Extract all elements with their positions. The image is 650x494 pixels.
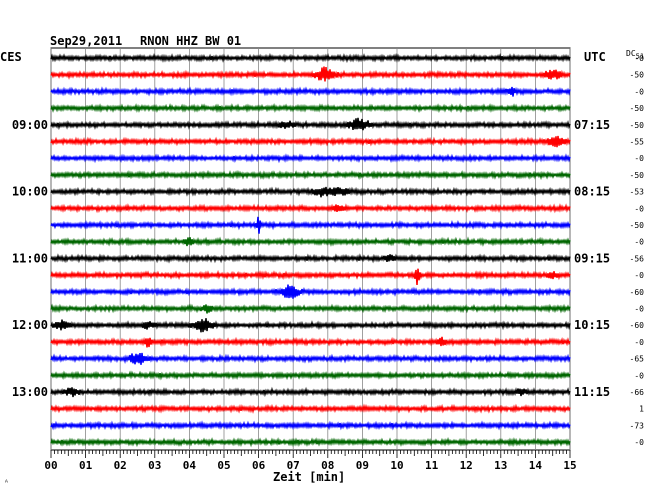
right-time-label-09:15: 09:15	[574, 251, 610, 265]
trace-1	[50, 66, 571, 82]
dc-offset-label-2: -0	[634, 87, 644, 96]
right-time-label-08:15: 08:15	[574, 185, 610, 199]
left-time-label-09:00: 09:00	[12, 118, 48, 132]
x-tick-label-06: 06	[252, 459, 266, 472]
dc-offset-label-5: -55	[630, 138, 645, 147]
trace-3	[50, 102, 571, 114]
right-time-label-11:15: 11:15	[574, 385, 610, 399]
dc-offset-label-3: -50	[630, 104, 645, 113]
trace-18	[50, 352, 571, 365]
left-time-label-11:00: 11:00	[12, 251, 48, 265]
date-label: Sep29,2011	[50, 34, 123, 48]
dc-label: DC51	[626, 49, 645, 61]
x-tick-label-08: 08	[321, 459, 334, 472]
trace-12	[50, 253, 571, 264]
dc-offset-label-12: -56	[630, 254, 645, 263]
dc-offset-label-23: -0	[634, 438, 644, 447]
dc-offset-label-7: -50	[630, 171, 645, 180]
x-tick-label-11: 11	[425, 459, 439, 472]
trace-23	[50, 437, 571, 448]
left-timezone-label: CES	[0, 50, 22, 64]
trace-2	[50, 86, 571, 97]
dc-offset-label-14: -60	[630, 288, 645, 297]
dc-offset-label-19: -0	[634, 371, 644, 380]
trace-4	[50, 117, 571, 131]
left-time-label-13:00: 13:00	[12, 385, 48, 399]
x-tick-label-09: 09	[356, 459, 369, 472]
trace-19	[50, 370, 571, 381]
dc-offset-label-4: -50	[630, 121, 645, 130]
trace-21	[50, 403, 571, 415]
x-tick-label-02: 02	[114, 459, 127, 472]
dc-offset-label-11: -0	[634, 238, 644, 247]
trace-5	[50, 135, 571, 148]
x-tick-label-15: 15	[563, 459, 576, 472]
dc-offset-label-17: -0	[634, 338, 644, 347]
trace-8	[50, 186, 571, 198]
x-tick-label-05: 05	[217, 459, 230, 472]
trace-9	[50, 203, 571, 214]
trace-11	[50, 236, 571, 247]
x-tick-label-14: 14	[529, 459, 543, 472]
x-axis-title: Zeit [min]	[273, 470, 346, 484]
x-tick-label-10: 10	[390, 459, 403, 472]
dc-offset-label-15: -0	[634, 305, 644, 314]
trace-16	[50, 318, 571, 333]
trace-20	[50, 386, 571, 398]
trace-13	[50, 268, 571, 285]
trace-7	[50, 169, 571, 181]
left-time-label-12:00: 12:00	[12, 318, 48, 332]
trace-6	[50, 153, 571, 164]
dc-offset-label-8: -53	[630, 188, 645, 197]
trace-15	[50, 303, 571, 314]
x-tick-label-13: 13	[494, 459, 507, 472]
dc-offset-label-1: -50	[630, 71, 645, 80]
right-timezone-label: UTC	[584, 50, 606, 64]
dc-offset-label-13: -0	[634, 271, 644, 280]
trace-17	[50, 336, 571, 348]
station-label: RNON HHZ BW 01	[140, 34, 242, 48]
right-time-label-10:15: 10:15	[574, 318, 610, 332]
x-tick-label-04: 04	[183, 459, 197, 472]
right-time-label-07:15: 07:15	[574, 118, 610, 132]
dc-offset-label-22: -73	[630, 421, 645, 430]
x-tick-label-03: 03	[148, 459, 161, 472]
dc-offset-label-6: -0	[634, 154, 644, 163]
left-time-label-10:00: 10:00	[12, 185, 48, 199]
dc-offset-label-0: -0	[634, 54, 644, 63]
trace-22	[50, 420, 571, 431]
trace-14	[50, 284, 571, 299]
dc-offset-label-16: -60	[630, 321, 645, 330]
dc-offset-label-18: -65	[630, 355, 645, 364]
dc-offset-label-21: 1	[639, 405, 644, 414]
x-tick-label-12: 12	[460, 459, 473, 472]
trace-0	[50, 52, 571, 64]
x-tick-label-01: 01	[79, 459, 93, 472]
dc-offset-label-10: -50	[630, 221, 645, 230]
dc-offset-label-20: -66	[630, 388, 645, 397]
x-tick-label-00: 00	[44, 459, 57, 472]
dc-offset-label-9: -0	[634, 204, 644, 213]
trace-10	[50, 216, 571, 234]
corner-mark: ᴬ	[4, 478, 9, 487]
x-tick-label-07: 07	[287, 459, 300, 472]
